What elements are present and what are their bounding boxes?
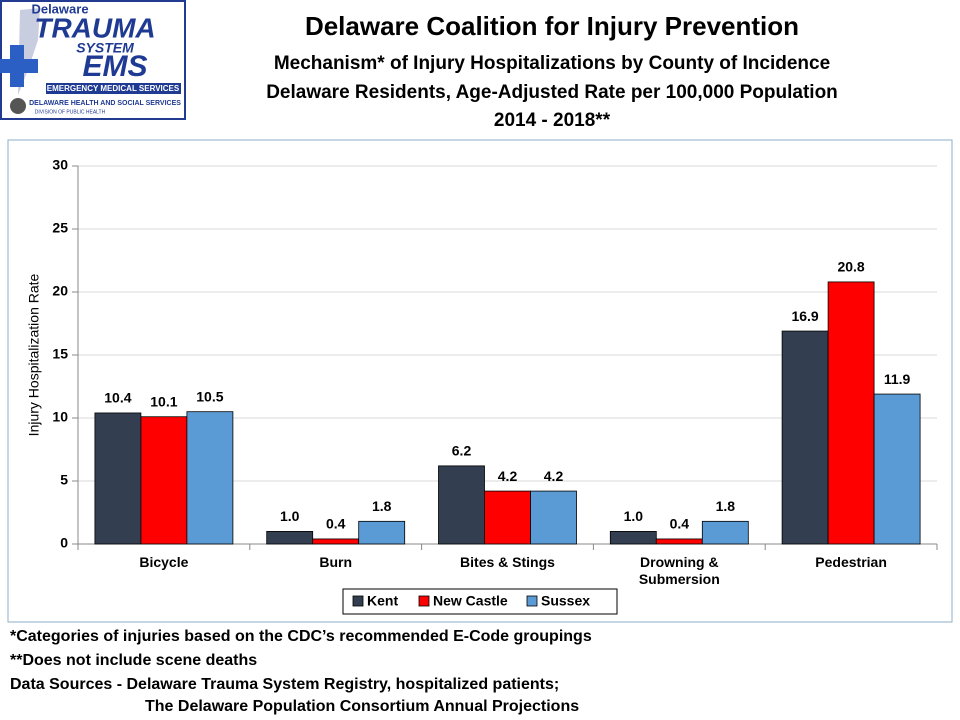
y-axis-title: Injury Hospitalization Rate [26,273,42,436]
y-tick-label: 15 [52,346,68,362]
data-label: 6.2 [452,443,472,459]
bar [438,465,485,545]
data-label: 1.8 [372,498,392,514]
bar [484,490,531,545]
chart-frame [7,139,953,623]
legend-label: Sussex [541,593,590,609]
data-label: 0.4 [670,516,690,532]
y-tick-label: 25 [52,220,68,236]
data-label: 1.0 [624,508,644,524]
logo-text: EMERGENCY MEDICAL SERVICES [47,84,180,93]
footnote: **Does not include scene deaths [10,652,258,669]
x-tick-label: Bites & Stings [460,554,555,570]
data-label: 10.1 [150,393,177,409]
footnote: *Categories of injuries based on the CDC… [10,628,592,645]
chart-title: Delaware Coalition for Injury Prevention [305,11,799,41]
logo-text: SYSTEM [76,40,134,56]
bar [186,411,234,545]
logo-star [0,45,38,87]
x-tick-label: Burn [319,554,353,570]
chart-subtitle: 2014 - 2018** [494,110,611,131]
data-label: 10.5 [196,388,223,404]
legend-label: New Castle [433,593,508,609]
x-tick-label: Bicycle [139,554,189,570]
chart-subtitle: Mechanism* of Injury Hospitalizations by… [274,53,830,74]
x-tick-label: Pedestrian [815,554,887,570]
legend-swatch [352,595,364,607]
bar [266,531,314,545]
bar [530,490,577,545]
logo-text: Delaware [31,1,88,16]
data-label: 4.2 [498,468,518,484]
x-tick-label: Drowning & Submersion [638,554,720,587]
y-tick-label: 5 [60,472,68,488]
bar [94,412,142,545]
bar [781,330,829,545]
legend-box [342,588,618,615]
bar [655,538,703,545]
data-label: 20.8 [837,259,864,275]
data-label: 11.9 [884,371,911,387]
data-label: 16.9 [791,308,818,324]
logo-band [46,83,181,94]
bar [873,393,921,545]
bar [358,520,406,545]
bar [140,416,188,545]
data-label: 0.4 [326,516,346,532]
legend-label: Kent [367,593,398,609]
bar [827,281,875,545]
logo-text: EMS [82,50,147,83]
data-label: 4.2 [544,468,564,484]
legend-swatch [418,595,430,607]
legend-swatch [526,595,538,607]
footnote: The Delaware Population Consortium Annua… [145,698,580,715]
chart-subtitle: Delaware Residents, Age-Adjusted Rate pe… [266,82,838,103]
logo-seal [10,98,26,114]
footnote: Data Sources - Delaware Trauma System Re… [10,676,560,693]
y-tick-label: 0 [60,535,68,551]
logo-text: DIVISION OF PUBLIC HEALTH [35,109,106,115]
y-tick-label: 20 [52,283,68,299]
bar [701,520,749,545]
bar [312,538,360,545]
logo-text: TRAUMA [34,12,155,43]
y-tick-label: 10 [52,409,68,425]
bar [609,531,657,545]
y-tick-label: 30 [52,157,68,173]
data-label: 1.0 [280,508,300,524]
data-label: 10.4 [104,390,131,406]
data-label: 1.8 [716,498,736,514]
logo-text: DELAWARE HEALTH AND SOCIAL SERVICES [29,100,181,107]
